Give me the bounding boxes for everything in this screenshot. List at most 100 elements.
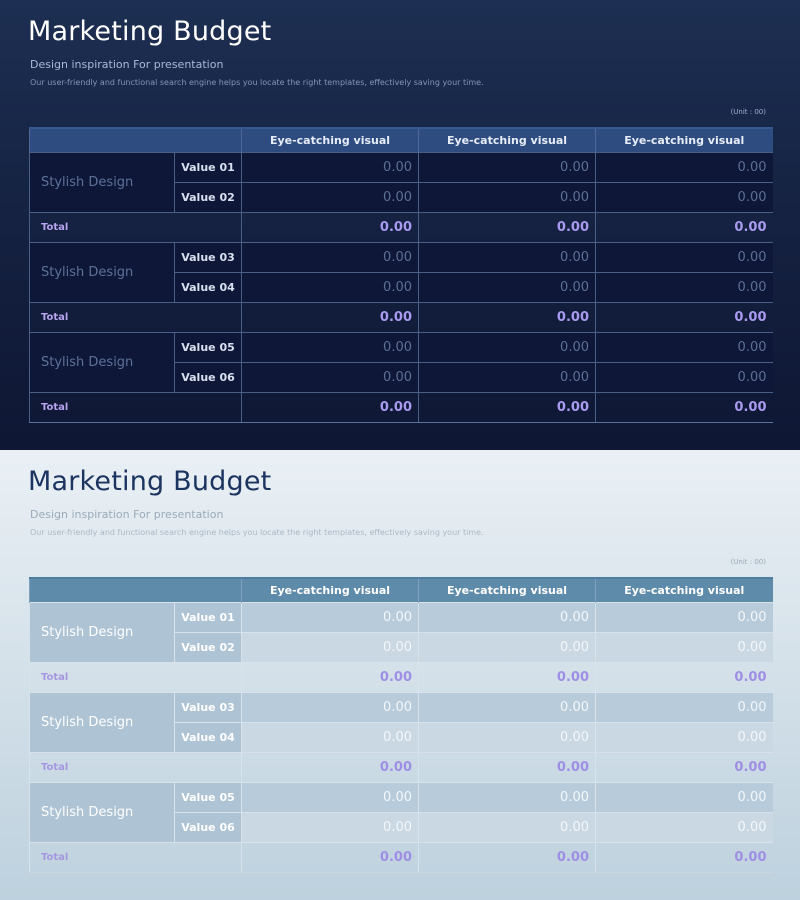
column-header: Eye-catching visual — [241, 127, 419, 152]
value-cell: 0.00 — [418, 271, 596, 302]
value-cell: 0.00 — [418, 781, 596, 812]
total-row: Total 0.00 0.00 0.00 — [29, 841, 773, 873]
category-cell: Stylish Design — [29, 241, 175, 302]
value-cell: 0.00 — [241, 151, 419, 182]
value-cell: 0.00 — [418, 331, 596, 362]
table-row: Stylish Design Value 01 0.00 0.00 0.00 — [29, 151, 773, 212]
budget-table: Eye-catching visual Eye-catching visual … — [29, 577, 773, 873]
value-cell: 0.00 — [241, 691, 419, 722]
total-value-cell: 0.00 — [418, 751, 596, 782]
row-label: Value 01 — [174, 601, 242, 632]
value-cell: 0.00 — [595, 361, 773, 392]
total-value-cell: 0.00 — [241, 211, 419, 242]
header-row: Eye-catching visual Eye-catching visual … — [29, 577, 773, 602]
value-cell: 0.00 — [418, 811, 596, 842]
value-cell: 0.00 — [418, 691, 596, 722]
total-label: Total — [29, 211, 242, 242]
header-row: Eye-catching visual Eye-catching visual … — [29, 127, 773, 152]
budget-slide-light: Marketing Budget Design inspiration For … — [0, 450, 800, 900]
value-cell: 0.00 — [241, 601, 419, 632]
value-cell: 0.00 — [595, 181, 773, 212]
slide-title: Marketing Budget — [28, 16, 272, 47]
column-header: Eye-catching visual — [595, 577, 773, 602]
value-cell: 0.00 — [418, 181, 596, 212]
table-row: Stylish Design Value 05 0.00 0.00 0.00 — [29, 331, 773, 392]
total-label: Total — [29, 661, 242, 692]
table-row: Stylish Design Value 03 0.00 0.00 0.00 — [29, 691, 773, 752]
total-value-cell: 0.00 — [241, 841, 419, 873]
total-label: Total — [29, 301, 242, 332]
value-cell: 0.00 — [241, 781, 419, 812]
total-label: Total — [29, 391, 242, 423]
total-row: Total 0.00 0.00 0.00 — [29, 211, 773, 242]
unit-label: (Unit : 00) — [730, 558, 766, 566]
header-corner-cell — [29, 127, 242, 152]
total-label: Total — [29, 841, 242, 873]
category-cell: Stylish Design — [29, 691, 175, 752]
row-label: Value 01 — [174, 151, 242, 182]
table-row: Value 04 0.00 0.00 0.00 — [30, 271, 773, 302]
value-cell: 0.00 — [418, 151, 596, 182]
table-row: Stylish Design Value 01 0.00 0.00 0.00 — [29, 601, 773, 662]
total-value-cell: 0.00 — [595, 751, 773, 782]
slide-description: Our user-friendly and functional search … — [30, 528, 484, 537]
value-cell: 0.00 — [595, 721, 773, 752]
total-value-cell: 0.00 — [418, 211, 596, 242]
total-row: Total 0.00 0.00 0.00 — [29, 301, 773, 332]
value-cell: 0.00 — [595, 271, 773, 302]
column-header: Eye-catching visual — [241, 577, 419, 602]
total-value-cell: 0.00 — [241, 751, 419, 782]
value-cell: 0.00 — [595, 241, 773, 272]
row-label: Value 02 — [174, 631, 242, 662]
table-row: Value 04 0.00 0.00 0.00 — [30, 721, 773, 752]
value-cell: 0.00 — [241, 331, 419, 362]
column-header: Eye-catching visual — [418, 127, 596, 152]
total-value-cell: 0.00 — [595, 301, 773, 332]
budget-table: Eye-catching visual Eye-catching visual … — [29, 127, 773, 423]
table-row: Value 06 0.00 0.00 0.00 — [30, 811, 773, 842]
value-cell: 0.00 — [241, 811, 419, 842]
value-cell: 0.00 — [418, 721, 596, 752]
table-row: Stylish Design Value 05 0.00 0.00 0.00 — [29, 781, 773, 842]
value-cell: 0.00 — [241, 361, 419, 392]
row-label: Value 06 — [174, 361, 242, 392]
row-label: Value 05 — [174, 331, 242, 362]
total-value-cell: 0.00 — [241, 301, 419, 332]
total-value-cell: 0.00 — [595, 841, 773, 873]
value-cell: 0.00 — [418, 241, 596, 272]
value-cell: 0.00 — [241, 271, 419, 302]
table-row: Stylish Design Value 03 0.00 0.00 0.00 — [29, 241, 773, 302]
slide-subtitle: Design inspiration For presentation — [30, 58, 224, 71]
row-label: Value 06 — [174, 811, 242, 842]
total-value-cell: 0.00 — [595, 211, 773, 242]
column-header: Eye-catching visual — [418, 577, 596, 602]
row-label: Value 05 — [174, 781, 242, 812]
total-value-cell: 0.00 — [241, 391, 419, 423]
total-value-cell: 0.00 — [595, 661, 773, 692]
row-label: Value 03 — [174, 241, 242, 272]
value-cell: 0.00 — [418, 631, 596, 662]
value-cell: 0.00 — [418, 601, 596, 632]
column-header: Eye-catching visual — [595, 127, 773, 152]
total-value-cell: 0.00 — [595, 391, 773, 423]
category-cell: Stylish Design — [29, 601, 175, 662]
category-cell: Stylish Design — [29, 331, 175, 392]
total-value-cell: 0.00 — [418, 661, 596, 692]
slide-description: Our user-friendly and functional search … — [30, 78, 484, 87]
value-cell: 0.00 — [595, 691, 773, 722]
table-row: Value 06 0.00 0.00 0.00 — [30, 361, 773, 392]
slide-subtitle: Design inspiration For presentation — [30, 508, 224, 521]
value-cell: 0.00 — [595, 151, 773, 182]
total-row: Total 0.00 0.00 0.00 — [29, 391, 773, 423]
unit-label: (Unit : 00) — [730, 108, 766, 116]
budget-slide-dark: Marketing Budget Design inspiration For … — [0, 0, 800, 450]
table-row: Value 02 0.00 0.00 0.00 — [30, 631, 773, 662]
value-cell: 0.00 — [595, 331, 773, 362]
total-value-cell: 0.00 — [418, 391, 596, 423]
value-cell: 0.00 — [241, 181, 419, 212]
row-label: Value 03 — [174, 691, 242, 722]
value-cell: 0.00 — [595, 631, 773, 662]
total-value-cell: 0.00 — [241, 661, 419, 692]
total-label: Total — [29, 751, 242, 782]
value-cell: 0.00 — [595, 601, 773, 632]
